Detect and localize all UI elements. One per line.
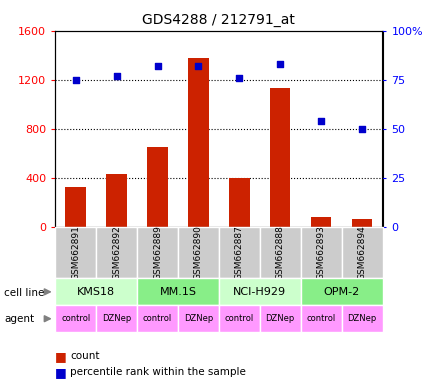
Text: GSM662892: GSM662892 (112, 225, 121, 280)
Bar (55, 305, 96, 332)
Point (72, 77, 79, 83)
Text: percentile rank within the sample: percentile rank within the sample (70, 367, 246, 377)
Bar (65, 187, 86, 227)
Point (277, 61, 283, 67)
Text: DZNep: DZNep (266, 314, 295, 323)
Bar (96, 305, 137, 332)
Bar (188, 58, 209, 227)
Bar (270, 88, 290, 227)
Text: count: count (70, 351, 99, 361)
Text: DZNep: DZNep (347, 314, 377, 323)
Bar (229, 178, 249, 227)
Bar (178, 305, 219, 332)
Bar (106, 174, 127, 227)
Text: GSM662891: GSM662891 (71, 225, 80, 280)
Text: ■: ■ (55, 350, 67, 363)
Bar (352, 219, 372, 227)
Bar (300, 278, 382, 305)
Text: agent: agent (4, 314, 34, 324)
Text: KMS18: KMS18 (77, 287, 115, 297)
Title: GDS4288 / 212791_at: GDS4288 / 212791_at (142, 13, 295, 27)
Text: cell line: cell line (4, 288, 45, 298)
Bar (55, 227, 96, 278)
Text: DZNep: DZNep (102, 314, 131, 323)
Text: GSM662889: GSM662889 (153, 225, 162, 280)
Bar (96, 227, 137, 278)
Bar (260, 227, 300, 278)
Bar (219, 227, 260, 278)
Bar (137, 227, 178, 278)
Text: control: control (143, 314, 172, 323)
Bar (147, 147, 168, 227)
Text: GSM662887: GSM662887 (235, 225, 244, 280)
Text: GSM662890: GSM662890 (194, 225, 203, 280)
Bar (55, 278, 137, 305)
Bar (219, 278, 300, 305)
Text: control: control (306, 314, 336, 323)
Point (113, 73, 120, 79)
Text: NCI-H929: NCI-H929 (233, 287, 286, 297)
Bar (219, 305, 260, 332)
Text: GSM662894: GSM662894 (357, 225, 366, 280)
Text: GSM662893: GSM662893 (317, 225, 326, 280)
Text: ■: ■ (55, 366, 67, 379)
Point (318, 118, 325, 124)
Bar (311, 217, 332, 227)
Text: MM.1S: MM.1S (159, 287, 196, 297)
Bar (300, 227, 342, 278)
Point (359, 126, 366, 132)
Text: GSM662888: GSM662888 (276, 225, 285, 280)
Bar (137, 278, 219, 305)
Text: DZNep: DZNep (184, 314, 213, 323)
Bar (137, 305, 178, 332)
Bar (342, 227, 383, 278)
Text: control: control (225, 314, 254, 323)
Point (195, 63, 202, 69)
Text: control: control (61, 314, 91, 323)
Bar (300, 305, 342, 332)
Point (236, 74, 243, 81)
Point (154, 63, 161, 69)
Bar (178, 227, 219, 278)
Bar (260, 305, 300, 332)
Bar (342, 305, 383, 332)
Text: OPM-2: OPM-2 (323, 287, 360, 297)
